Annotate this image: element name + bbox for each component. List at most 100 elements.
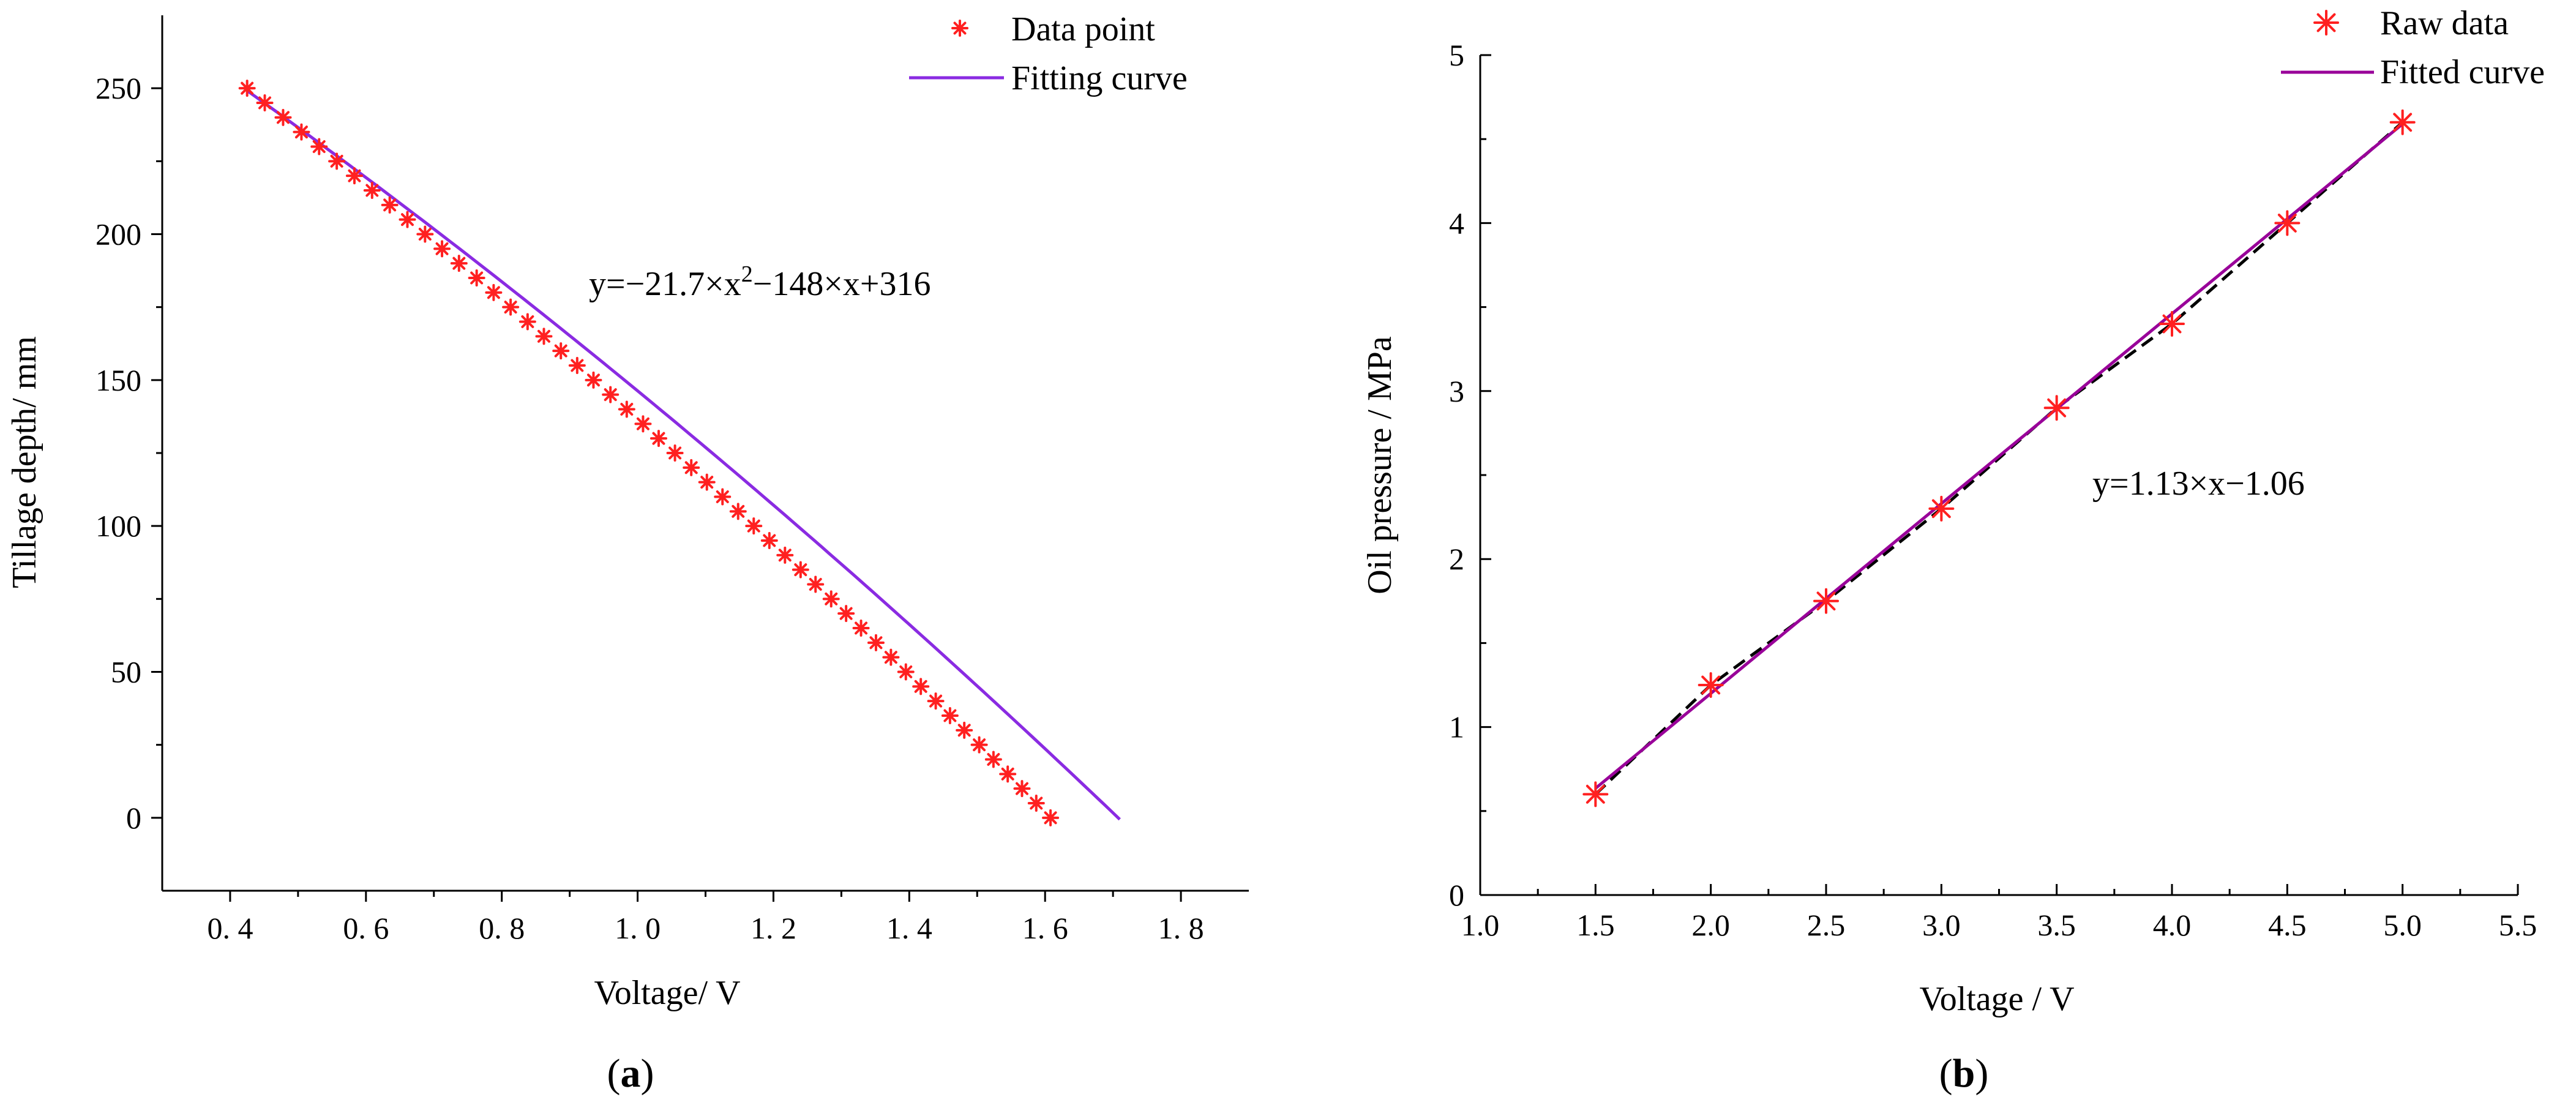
- chart-a-x-tick-label: 1. 4: [886, 911, 932, 945]
- chart-a-data-point: [535, 328, 553, 345]
- chart-a-data-point: [822, 590, 840, 608]
- chart-a-data-point: [729, 503, 747, 520]
- chart-b-data-point: [1582, 781, 1609, 807]
- chart-a-x-tick-label: 0. 4: [207, 911, 253, 945]
- chart-b-data-point: [1928, 495, 1955, 522]
- chart-a-data-point: [956, 721, 973, 739]
- chart-a-x-tick-label: 1. 2: [751, 911, 796, 945]
- chart-b-fit-curve-group: [1594, 121, 2404, 796]
- chart-a-data-point: [807, 575, 825, 593]
- chart-b-data-point: [1813, 588, 1839, 614]
- chart-a-data-points: [238, 80, 1060, 826]
- chart-b-x-tick-label: 5.5: [2499, 908, 2537, 942]
- chart-a-data-point: [602, 386, 620, 403]
- chart-a-data-point: [238, 80, 256, 97]
- chart-a-data-point: [256, 94, 274, 111]
- chart-a-data-point: [1013, 780, 1031, 798]
- chart-b-equation: y=1.13×x−1.06: [2092, 465, 2305, 503]
- chart-b-x-tick-label: 4.5: [2268, 908, 2307, 942]
- chart-b-y-tick-label: 3: [1449, 374, 1464, 408]
- chart-b-data-point: [2043, 395, 2070, 421]
- chart-a-data-point: [568, 357, 586, 374]
- chart-a-data-point: [345, 167, 363, 185]
- chart-a-xlabel: Voltage/ V: [594, 974, 740, 1012]
- chart-a-data-point: [502, 298, 520, 316]
- chart-a-data-point: [293, 123, 310, 141]
- chart-b-y-tick-label: 4: [1449, 206, 1464, 240]
- chart-a-x-tick-label: 1. 8: [1158, 911, 1204, 945]
- chart-b-y-tick-label: 1: [1449, 710, 1464, 744]
- chart-b-x-tick-label: 1.0: [1461, 908, 1500, 942]
- legend-b-label-2: Fitted curve: [2380, 53, 2545, 91]
- chart-a-data-point: [381, 196, 399, 214]
- chart-b-data-point: [1698, 672, 1724, 698]
- chart-b-ylabel: Oil pressure / MPa: [1361, 336, 1399, 594]
- chart-b-ticks: 1.0 1.5 2.0 2.5 3.0 3.5 4.0 4.5 5.0 5.5 0 1 2 3 4 5: [1449, 38, 2537, 942]
- chart-a-data-point: [618, 400, 635, 418]
- chart-a-data-point: [745, 517, 763, 535]
- panel-a-label: (a): [607, 1051, 654, 1096]
- chart-a-y-tick-label: 50: [111, 655, 141, 689]
- chart-a-data-point: [585, 371, 602, 389]
- chart-a-data-point: [399, 211, 416, 228]
- chart-a-data-point: [882, 648, 900, 666]
- chart-a-legend: Data point Fitting curve: [909, 10, 1188, 97]
- chart-a-fitting-curve: [246, 89, 1121, 821]
- chart-a-data-point: [485, 283, 503, 301]
- chart-b-x-tick-label: 2.0: [1691, 908, 1730, 942]
- chart-b-x-tick-label: 4.0: [2153, 908, 2192, 942]
- chart-panel-b: 1.0 1.5 2.0 2.5 3.0 3.5 4.0 4.5 5.0 5.5 0 1 2 3 4 5 y=1…: [1361, 4, 2545, 1096]
- chart-b-legend: Raw data Fitted curve: [2281, 4, 2545, 91]
- chart-a-data-point: [650, 430, 667, 448]
- chart-a-data-point: [984, 751, 1002, 768]
- chart-b-x-tick-label: 1.5: [1576, 908, 1615, 942]
- chart-a-y-tick-label: 200: [95, 217, 141, 252]
- chart-a-data-point: [468, 269, 485, 287]
- chart-a-data-point: [1042, 809, 1060, 826]
- chart-b-x-tick-label: 2.5: [1807, 908, 1846, 942]
- legend-b-label-1: Raw data: [2380, 4, 2509, 42]
- chart-a-data-point: [714, 488, 732, 506]
- chart-b-fitted-curve: [1594, 122, 2404, 790]
- chart-a-data-point: [634, 415, 652, 433]
- chart-b-data-connector: [1594, 121, 2404, 796]
- chart-a-data-point: [416, 225, 434, 243]
- chart-a-x-tick-label: 1. 0: [615, 911, 661, 945]
- chart-a-data-point: [941, 707, 959, 724]
- chart-a-data-point: [776, 546, 794, 564]
- chart-b-axes: [1479, 55, 2518, 896]
- chart-a-y-tick-label: 150: [95, 363, 141, 397]
- chart-a-data-point: [852, 620, 870, 637]
- chart-a-x-tick-label: 1. 6: [1022, 911, 1068, 945]
- chart-panel-a: 0. 4 0. 6 0. 8 1. 0 1. 2 1. 4 1. 6 1. 8 0 50 100 15…: [6, 10, 1249, 1096]
- chart-a-data-point: [698, 473, 716, 491]
- chart-a-data-point: [897, 663, 915, 681]
- legend-b-marker-icon: [2313, 10, 2339, 36]
- chart-a-data-point: [274, 108, 292, 126]
- chart-a-data-point: [310, 138, 328, 155]
- legend-a-marker-icon: [951, 20, 968, 37]
- chart-a-data-point: [552, 342, 570, 360]
- chart-b-x-tick-label: 3.0: [1922, 908, 1961, 942]
- chart-a-y-tick-label: 250: [95, 71, 141, 105]
- chart-b-data-points: [1582, 109, 2416, 807]
- chart-a-data-point: [433, 240, 451, 258]
- chart-a-data-point: [999, 765, 1017, 783]
- chart-a-data-point: [792, 561, 809, 579]
- chart-b-y-tick-label: 0: [1449, 878, 1464, 912]
- chart-b-x-tick-label: 5.0: [2383, 908, 2422, 942]
- chart-a-data-point: [867, 634, 885, 651]
- panel-b-label: (b): [1939, 1051, 1989, 1096]
- chart-b-y-tick-label: 5: [1449, 38, 1464, 72]
- chart-a-y-tick-label: 0: [126, 801, 141, 835]
- chart-a-data-point: [837, 605, 855, 623]
- chart-b-x-tick-label: 3.5: [2037, 908, 2076, 942]
- chart-b-xlabel: Voltage / V: [1919, 980, 2074, 1018]
- chart-a-data-point: [450, 255, 468, 272]
- chart-b-data-point: [2159, 311, 2185, 337]
- chart-a-equation: y=−21.7×x2−148×x+316: [589, 261, 931, 303]
- chart-a-data-point: [328, 152, 346, 170]
- chart-a-data-point: [363, 182, 381, 199]
- chart-a-x-tick-label: 0. 6: [343, 911, 389, 945]
